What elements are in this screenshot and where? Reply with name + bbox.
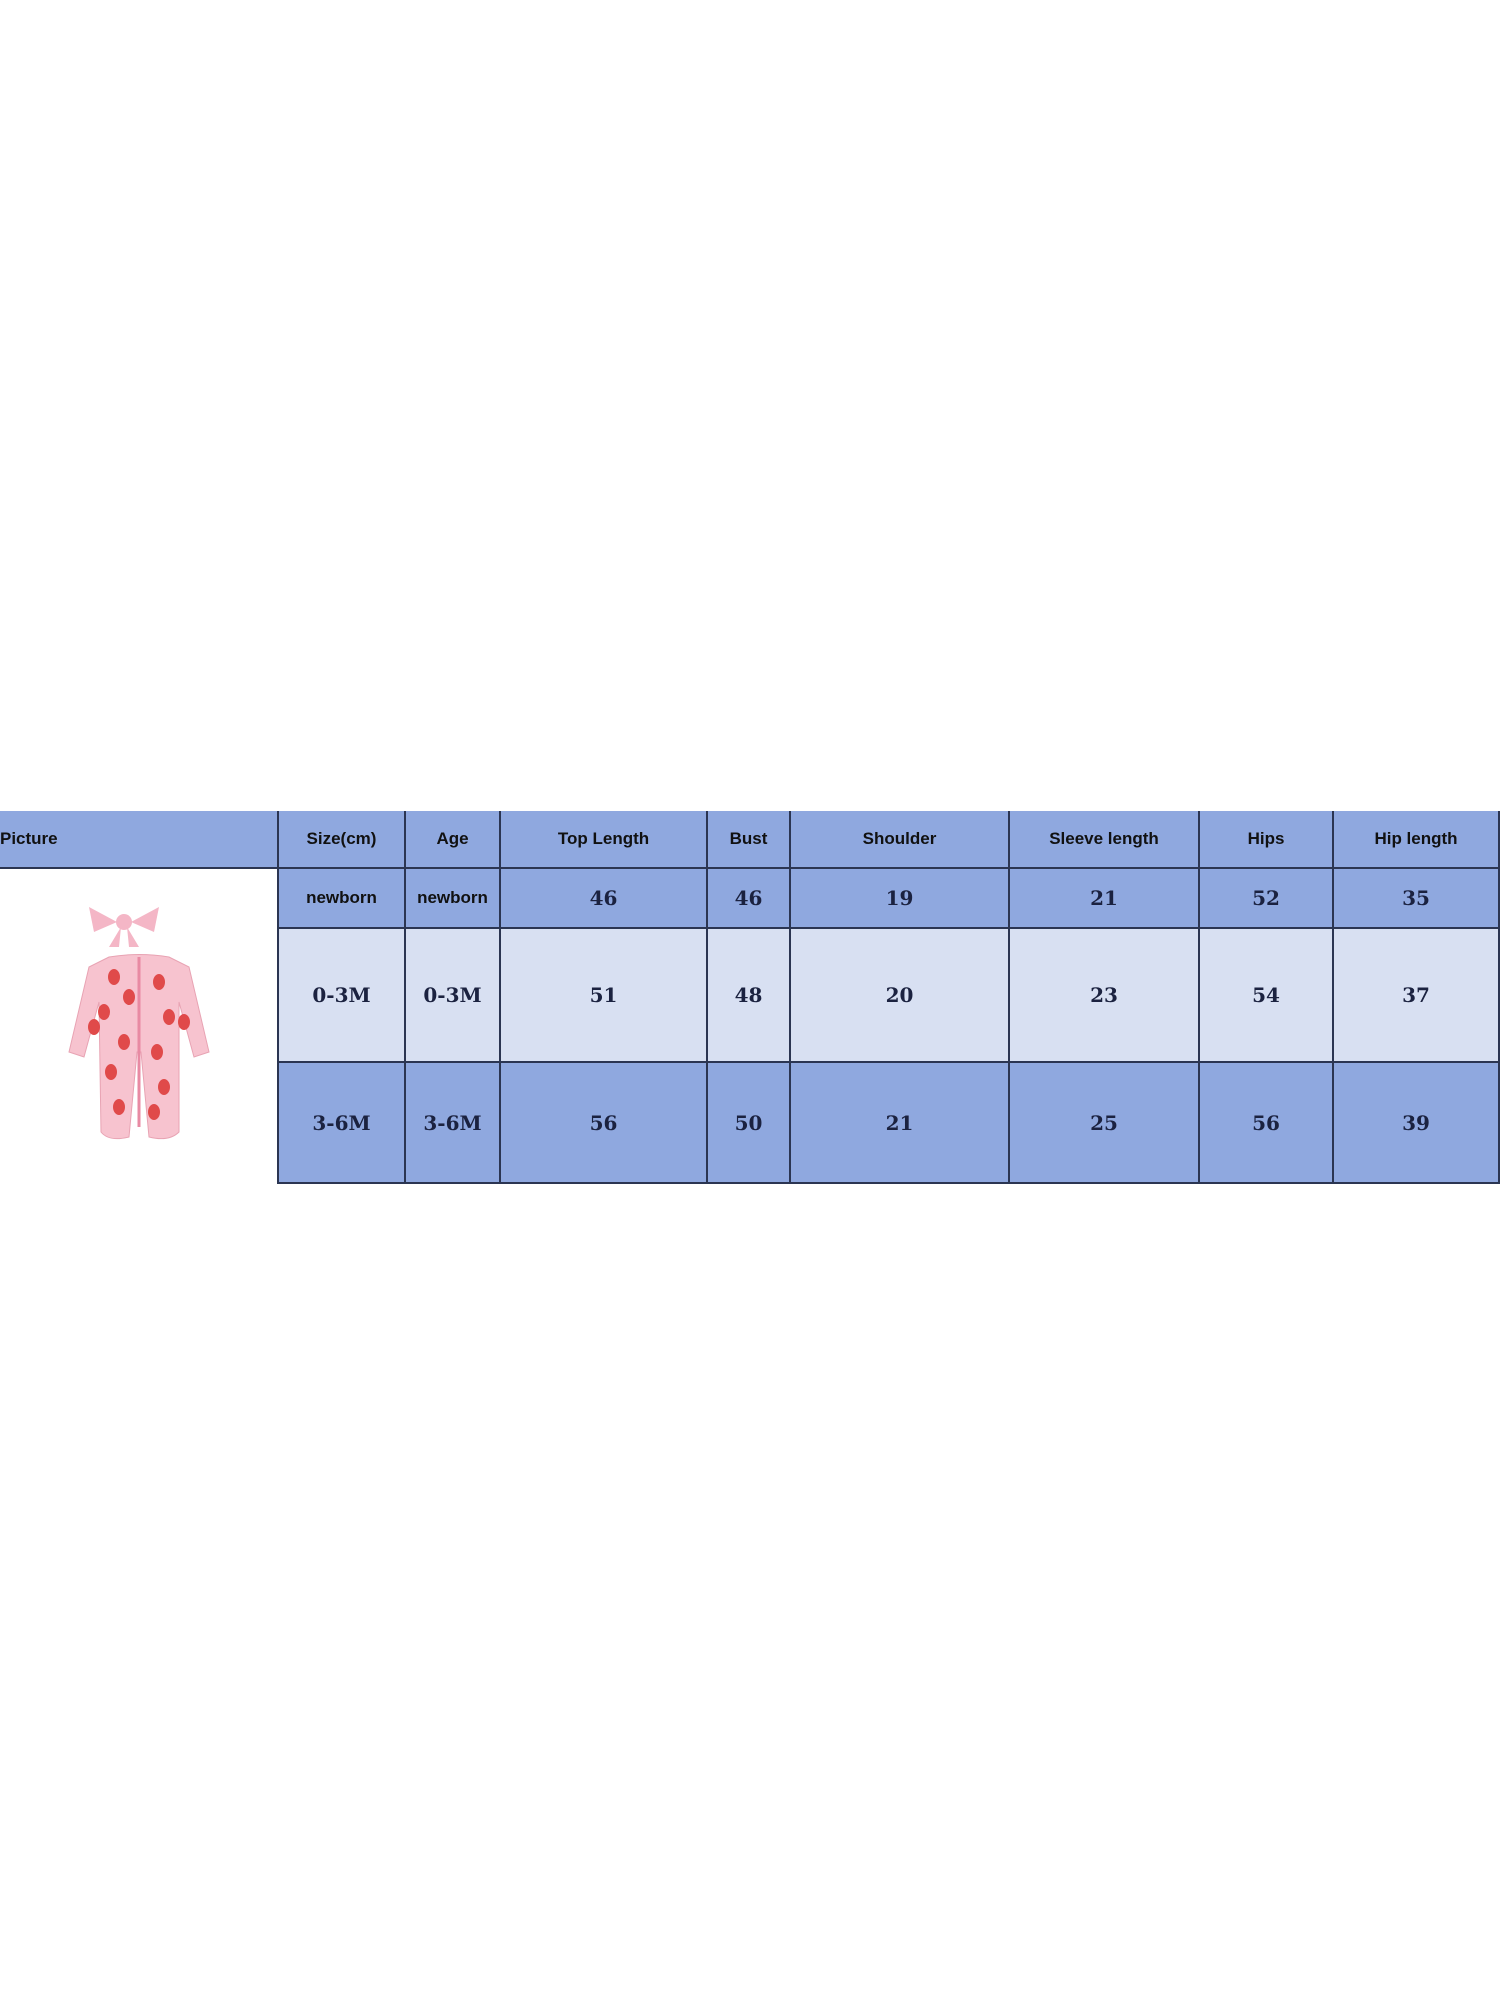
table-cell: 52 bbox=[1200, 869, 1334, 929]
header-cell: Hips bbox=[1200, 811, 1334, 869]
table-cell: newborn bbox=[406, 869, 501, 929]
table-cell: 21 bbox=[791, 1063, 1010, 1184]
table-cell: 46 bbox=[708, 869, 791, 929]
header-cell: Hip length bbox=[1334, 811, 1500, 869]
table-cell: 0-3M bbox=[406, 929, 501, 1063]
table-cell: 50 bbox=[708, 1063, 791, 1184]
header-cell: Shoulder bbox=[791, 811, 1010, 869]
table-cell: 46 bbox=[501, 869, 708, 929]
header-cell-text: Age bbox=[436, 829, 469, 848]
header-cell-text: Hips bbox=[1247, 829, 1285, 848]
table-cell: 19 bbox=[791, 869, 1010, 929]
table-cell: 21 bbox=[1010, 869, 1200, 929]
table-cell-text: 39 bbox=[1402, 1110, 1430, 1135]
table-cell: 20 bbox=[791, 929, 1010, 1063]
table-cell-text: 48 bbox=[734, 983, 763, 1007]
header-cell-text: Shoulder bbox=[862, 829, 937, 848]
table-cell: 3-6M bbox=[279, 1063, 406, 1184]
table-cell-text: 52 bbox=[1252, 886, 1280, 910]
table-cell-text: 21 bbox=[1090, 886, 1118, 910]
table-cell-text: 46 bbox=[734, 886, 763, 910]
table-cell: 39 bbox=[1334, 1063, 1500, 1184]
header-cell-text: Sleeve length bbox=[1049, 829, 1159, 848]
table-cell: 48 bbox=[708, 929, 791, 1063]
table-cell: 56 bbox=[501, 1063, 708, 1184]
header-cell: Size(cm) bbox=[279, 811, 406, 869]
header-cell: Top Length bbox=[501, 811, 708, 869]
header-cell-text: Top Length bbox=[557, 829, 650, 848]
romper-image bbox=[67, 906, 210, 1139]
table-cell-text: 3-6M bbox=[312, 1110, 371, 1135]
table-cell-text: 56 bbox=[1252, 1110, 1280, 1135]
table-cell-text: 20 bbox=[885, 983, 914, 1007]
table-cell: 25 bbox=[1010, 1063, 1200, 1184]
table-cell-text: 21 bbox=[885, 1110, 914, 1135]
table-cell-text: 0-3M bbox=[423, 983, 482, 1007]
table-cell-text: 25 bbox=[1090, 1110, 1118, 1135]
table-cell-text: 54 bbox=[1252, 983, 1280, 1007]
table-cell-text: 0-3M bbox=[312, 983, 371, 1007]
table-cell: 35 bbox=[1334, 869, 1500, 929]
table-cell-text: 3-6M bbox=[423, 1110, 482, 1135]
table-cell: 3-6M bbox=[406, 1063, 501, 1184]
table-cell-text: 19 bbox=[885, 886, 914, 910]
table-cell-text: 50 bbox=[734, 1110, 763, 1135]
header-cell-text: Picture bbox=[0, 829, 58, 848]
table-cell: 37 bbox=[1334, 929, 1500, 1063]
header-cell-text: Bust bbox=[729, 829, 768, 848]
header-cell: Age bbox=[406, 811, 501, 869]
size-chart-table: Picture Size(cm) Age Top Length Bust Shoulder… bbox=[0, 811, 1500, 1184]
table-cell-text: newborn bbox=[306, 888, 377, 907]
table-cell-text: 46 bbox=[589, 886, 618, 910]
table-cell-text: 51 bbox=[589, 983, 618, 1007]
table-cell: 56 bbox=[1200, 1063, 1334, 1184]
table-cell: 0-3M bbox=[279, 929, 406, 1063]
header-cell: Picture bbox=[0, 811, 279, 869]
table-cell: 51 bbox=[501, 929, 708, 1063]
table-cell-text: 37 bbox=[1402, 983, 1430, 1007]
table-cell-text: 35 bbox=[1402, 886, 1430, 910]
table-cell-text: newborn bbox=[417, 888, 488, 907]
table-cell-text: 23 bbox=[1090, 983, 1118, 1007]
header-cell: Sleeve length bbox=[1010, 811, 1200, 869]
product-picture-cell bbox=[0, 869, 279, 1184]
header-cell: Bust bbox=[708, 811, 791, 869]
table-cell: newborn bbox=[279, 869, 406, 929]
table-cell-text: 56 bbox=[589, 1110, 618, 1135]
header-cell-text: Hip length bbox=[1374, 829, 1458, 848]
header-cell-text: Size(cm) bbox=[306, 829, 377, 848]
table-cell: 54 bbox=[1200, 929, 1334, 1063]
table-cell: 23 bbox=[1010, 929, 1200, 1063]
